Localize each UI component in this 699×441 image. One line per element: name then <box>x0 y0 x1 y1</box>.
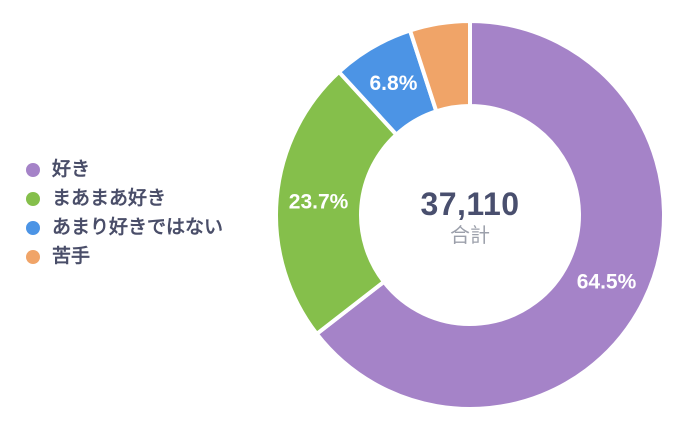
segment-percent-label: 6.8% <box>370 72 418 95</box>
legend-swatch <box>26 249 40 264</box>
donut-segment-0[interactable] <box>314 19 666 411</box>
donut-segment-1[interactable] <box>274 69 399 336</box>
legend-item-amari-suki-dewa-nai[interactable]: あまり好きではない <box>26 217 223 238</box>
legend-label: あまり好きではない <box>52 217 224 238</box>
legend-label: まあまあ好き <box>52 188 167 209</box>
donut-segment-3[interactable] <box>408 19 472 114</box>
legend-item-suki[interactable]: 好き <box>26 159 223 180</box>
legend-item-maamaa-suki[interactable]: まあまあ好き <box>26 188 223 209</box>
legend: 好き まあまあ好き あまり好きではない 苦手 <box>26 159 223 267</box>
legend-swatch <box>26 220 40 235</box>
legend-swatch <box>26 191 40 206</box>
legend-label: 苦手 <box>52 246 91 267</box>
segment-percent-label: 23.7% <box>289 191 349 214</box>
legend-swatch <box>26 162 40 177</box>
legend-label: 好き <box>52 159 91 180</box>
segment-percent-label: 64.5% <box>577 270 637 293</box>
legend-item-nigate[interactable]: 苦手 <box>26 246 223 267</box>
